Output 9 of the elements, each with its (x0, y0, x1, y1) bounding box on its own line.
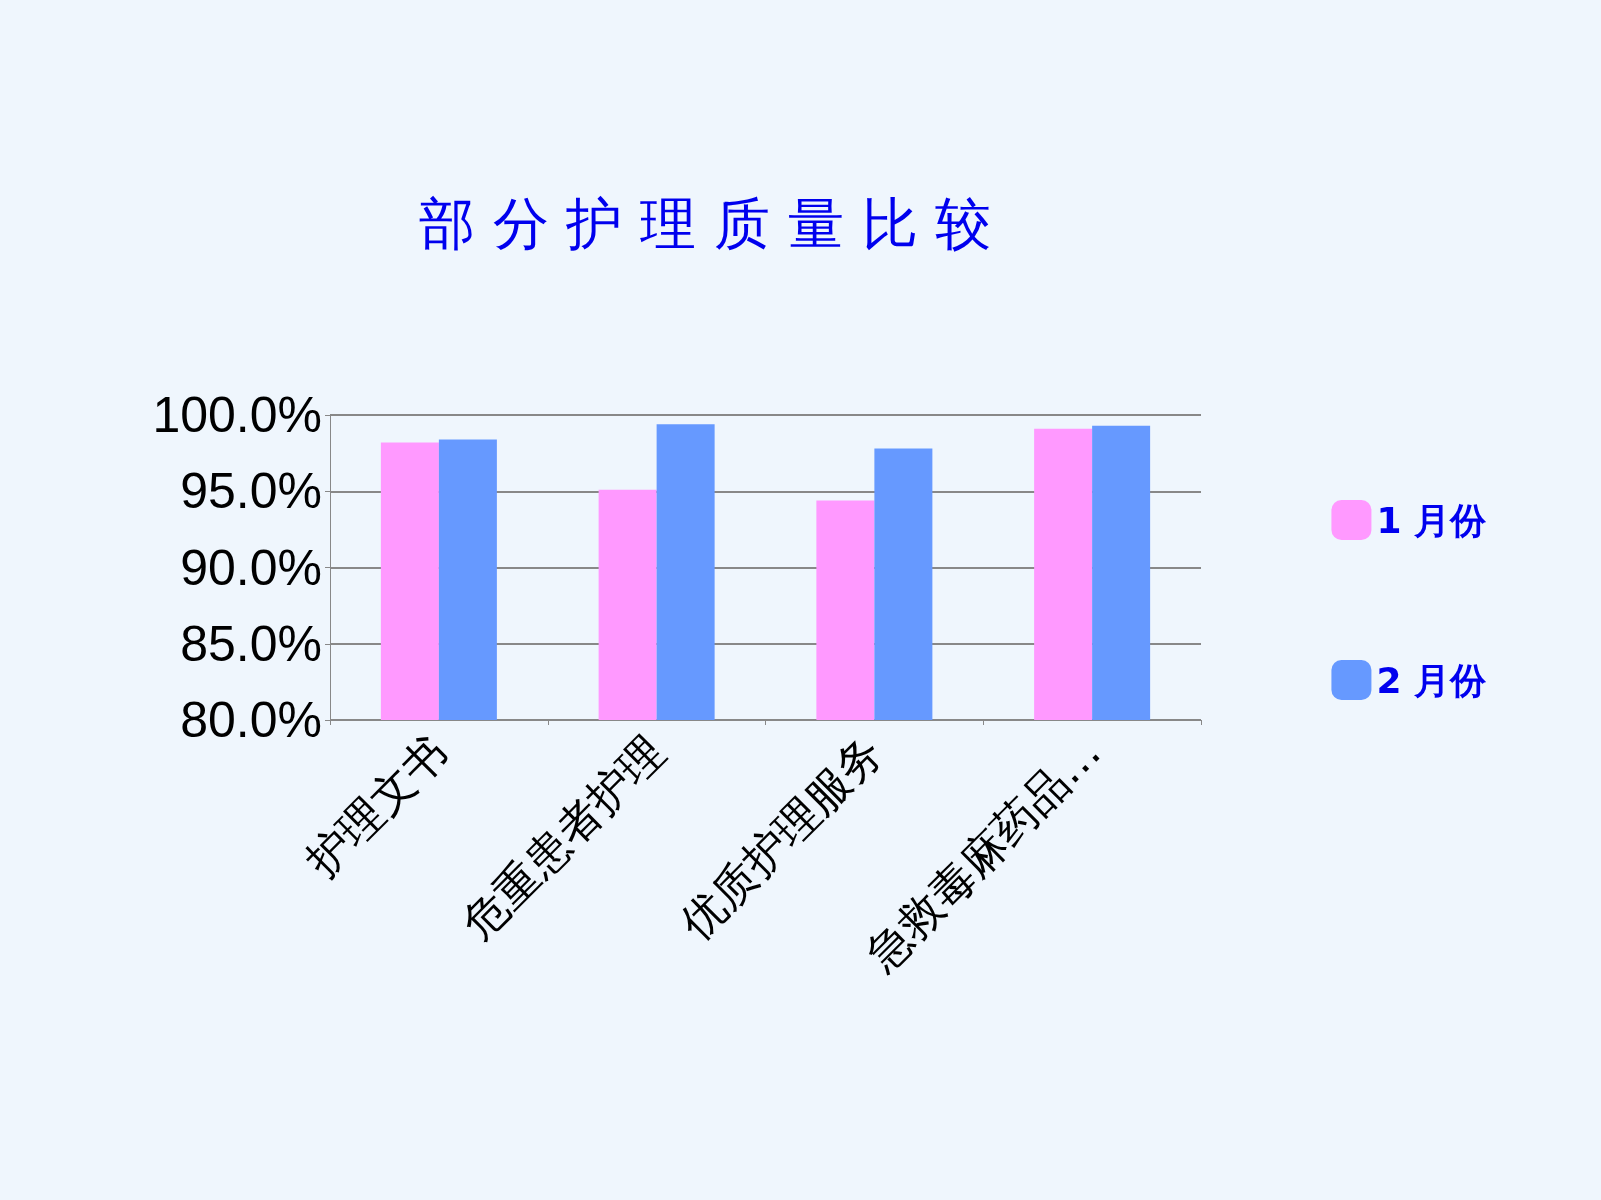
legend-label: 1 月份 (1376, 499, 1487, 541)
y-tick-label: 85.0% (180, 615, 322, 672)
x-tick-label: 危重患者护理 (451, 725, 675, 949)
chart-title: 部 分 护 理 质 量 比 较 (418, 190, 992, 256)
legend-label: 2 月份 (1376, 659, 1487, 701)
y-tick-label: 90.0% (180, 539, 322, 596)
y-tick-label: 80.0% (180, 692, 322, 748)
y-tick-label: 100.0% (152, 387, 322, 443)
y-tick-label: 95.0% (180, 463, 322, 520)
